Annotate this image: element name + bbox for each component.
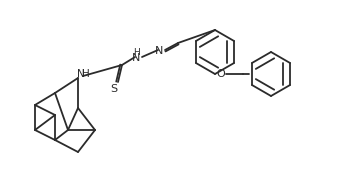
Text: H: H [132, 47, 139, 57]
Text: O: O [217, 69, 225, 79]
Text: S: S [110, 84, 118, 94]
Text: N: N [155, 46, 163, 56]
Text: H: H [82, 69, 90, 79]
Text: N: N [77, 69, 85, 79]
Text: N: N [132, 53, 140, 63]
